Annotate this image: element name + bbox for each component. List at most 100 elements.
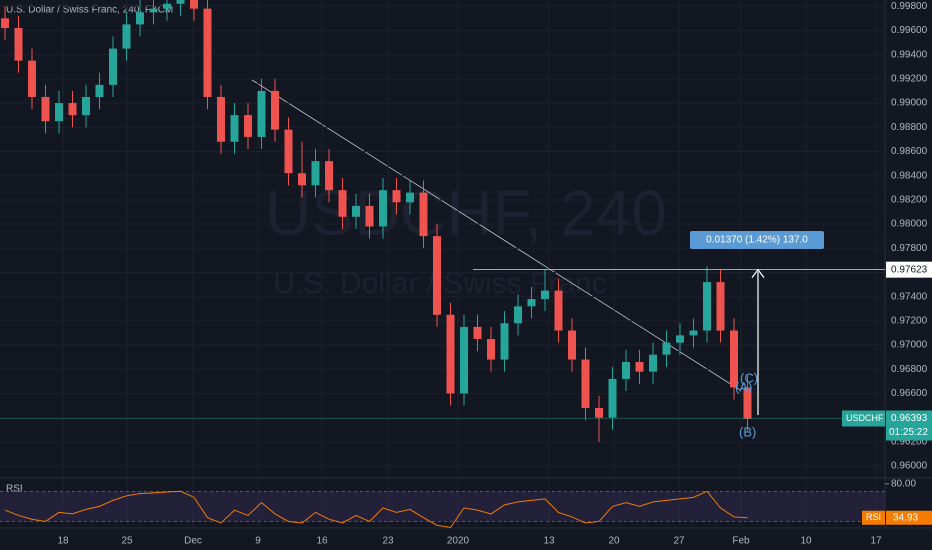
candle-body: [419, 192, 428, 237]
time-label: 17: [870, 536, 882, 547]
target-tag: [886, 261, 932, 278]
candle-body: [365, 205, 374, 227]
candle-body: [446, 314, 455, 394]
price-label: 0.96600: [891, 388, 928, 399]
candle-body: [1, 18, 9, 29]
candle-body: [730, 330, 738, 388]
price-label: 0.99000: [891, 98, 928, 109]
price-label: 0.99400: [891, 49, 928, 60]
candle-body: [136, 12, 144, 25]
candle-body: [406, 192, 414, 203]
rsi-band: [0, 491, 885, 522]
time-label: Feb: [732, 536, 750, 547]
price-label: 0.97800: [891, 243, 928, 254]
symbol-tag-box: [842, 410, 885, 427]
candle-body: [244, 115, 252, 137]
candle-body: [554, 290, 563, 331]
candle-body: [41, 96, 50, 122]
candle-body: [163, 3, 171, 9]
candle-body: [203, 8, 212, 97]
wave-label: (A): [735, 379, 752, 394]
candle-body: [176, 0, 185, 4]
price-label: 0.98200: [891, 194, 928, 205]
target-label: 0.97623: [891, 264, 928, 275]
candle-body: [14, 28, 23, 61]
last-price: 0.96393: [891, 413, 928, 424]
candle-body: [568, 330, 576, 360]
price-label: 0.98400: [891, 170, 928, 181]
candle-body: [68, 103, 77, 116]
candle-body: [82, 96, 90, 116]
price-label: 0.96800: [891, 364, 928, 375]
candle-body: [379, 190, 387, 227]
candle-body: [581, 359, 590, 408]
candle-body: [298, 173, 306, 186]
price-label: 0.96200: [891, 436, 928, 447]
time-label: Dec: [184, 536, 202, 547]
candle-body: [703, 282, 711, 331]
rsi-tick-label: 80.00: [891, 478, 916, 489]
candle-body: [217, 96, 225, 142]
wave-label: (C): [740, 370, 758, 385]
price-label: 0.96000: [891, 461, 928, 472]
candle-body: [352, 205, 360, 217]
time-label: 2020: [447, 536, 470, 547]
time-label: 20: [608, 536, 620, 547]
candle-body: [271, 90, 279, 130]
candle-body: [649, 354, 657, 372]
rsi-name-tag: RSI: [866, 512, 881, 522]
candle-body: [716, 282, 725, 331]
candle-body: [392, 190, 401, 203]
candle-body: [500, 323, 509, 360]
candle-body: [28, 60, 36, 97]
candle-body: [433, 236, 441, 315]
candle-body: [55, 103, 63, 122]
time-label: 25: [121, 536, 133, 547]
time-label: 10: [800, 536, 812, 547]
countdown: 01:25:22: [889, 427, 928, 438]
wave-label: (B): [739, 424, 756, 439]
candle-body: [95, 84, 104, 97]
price-label: 0.97400: [891, 291, 928, 302]
rsi-value: 34.93: [893, 512, 918, 523]
candle-body: [662, 342, 671, 355]
candle-body: [608, 378, 617, 418]
candle-body: [149, 8, 158, 13]
trend-line: [251, 79, 741, 391]
measure-label: 0.01370 (1.42%) 137.0: [706, 235, 808, 246]
time-label: 23: [382, 536, 394, 547]
time-label: 27: [673, 536, 685, 547]
candle-body: [595, 407, 603, 418]
time-label: 9: [255, 536, 261, 547]
time-label: 16: [316, 536, 328, 547]
candle-body: [284, 129, 293, 174]
candle-body: [676, 335, 684, 343]
rsi-value-box: [886, 510, 932, 525]
measure-arrow-head: [751, 268, 765, 279]
candle-body: [122, 24, 131, 49]
candle-body: [190, 0, 198, 9]
candle-body: [311, 161, 320, 186]
candle-body: [527, 299, 536, 307]
candle-body: [460, 326, 468, 394]
measure-box: [690, 231, 824, 249]
price-label: 0.99200: [891, 73, 928, 84]
candle-body: [473, 326, 482, 339]
candle-body: [743, 387, 752, 419]
candle-body: [230, 115, 239, 142]
price-label: 0.98600: [891, 146, 928, 157]
candle-body: [541, 290, 549, 300]
rsi-title: RSI: [6, 484, 23, 495]
rsi-line: [4, 490, 748, 529]
candle-body: [689, 330, 698, 336]
price-label: 0.99600: [891, 25, 928, 36]
price-label: 0.98000: [891, 219, 928, 230]
candle-body: [257, 90, 266, 137]
candle-body: [487, 338, 495, 360]
candle-body: [635, 361, 644, 372]
candle-body: [325, 161, 333, 191]
price-label: 0.99800: [891, 1, 928, 12]
price-tag-box: [886, 410, 932, 441]
candle-body: [338, 190, 347, 217]
